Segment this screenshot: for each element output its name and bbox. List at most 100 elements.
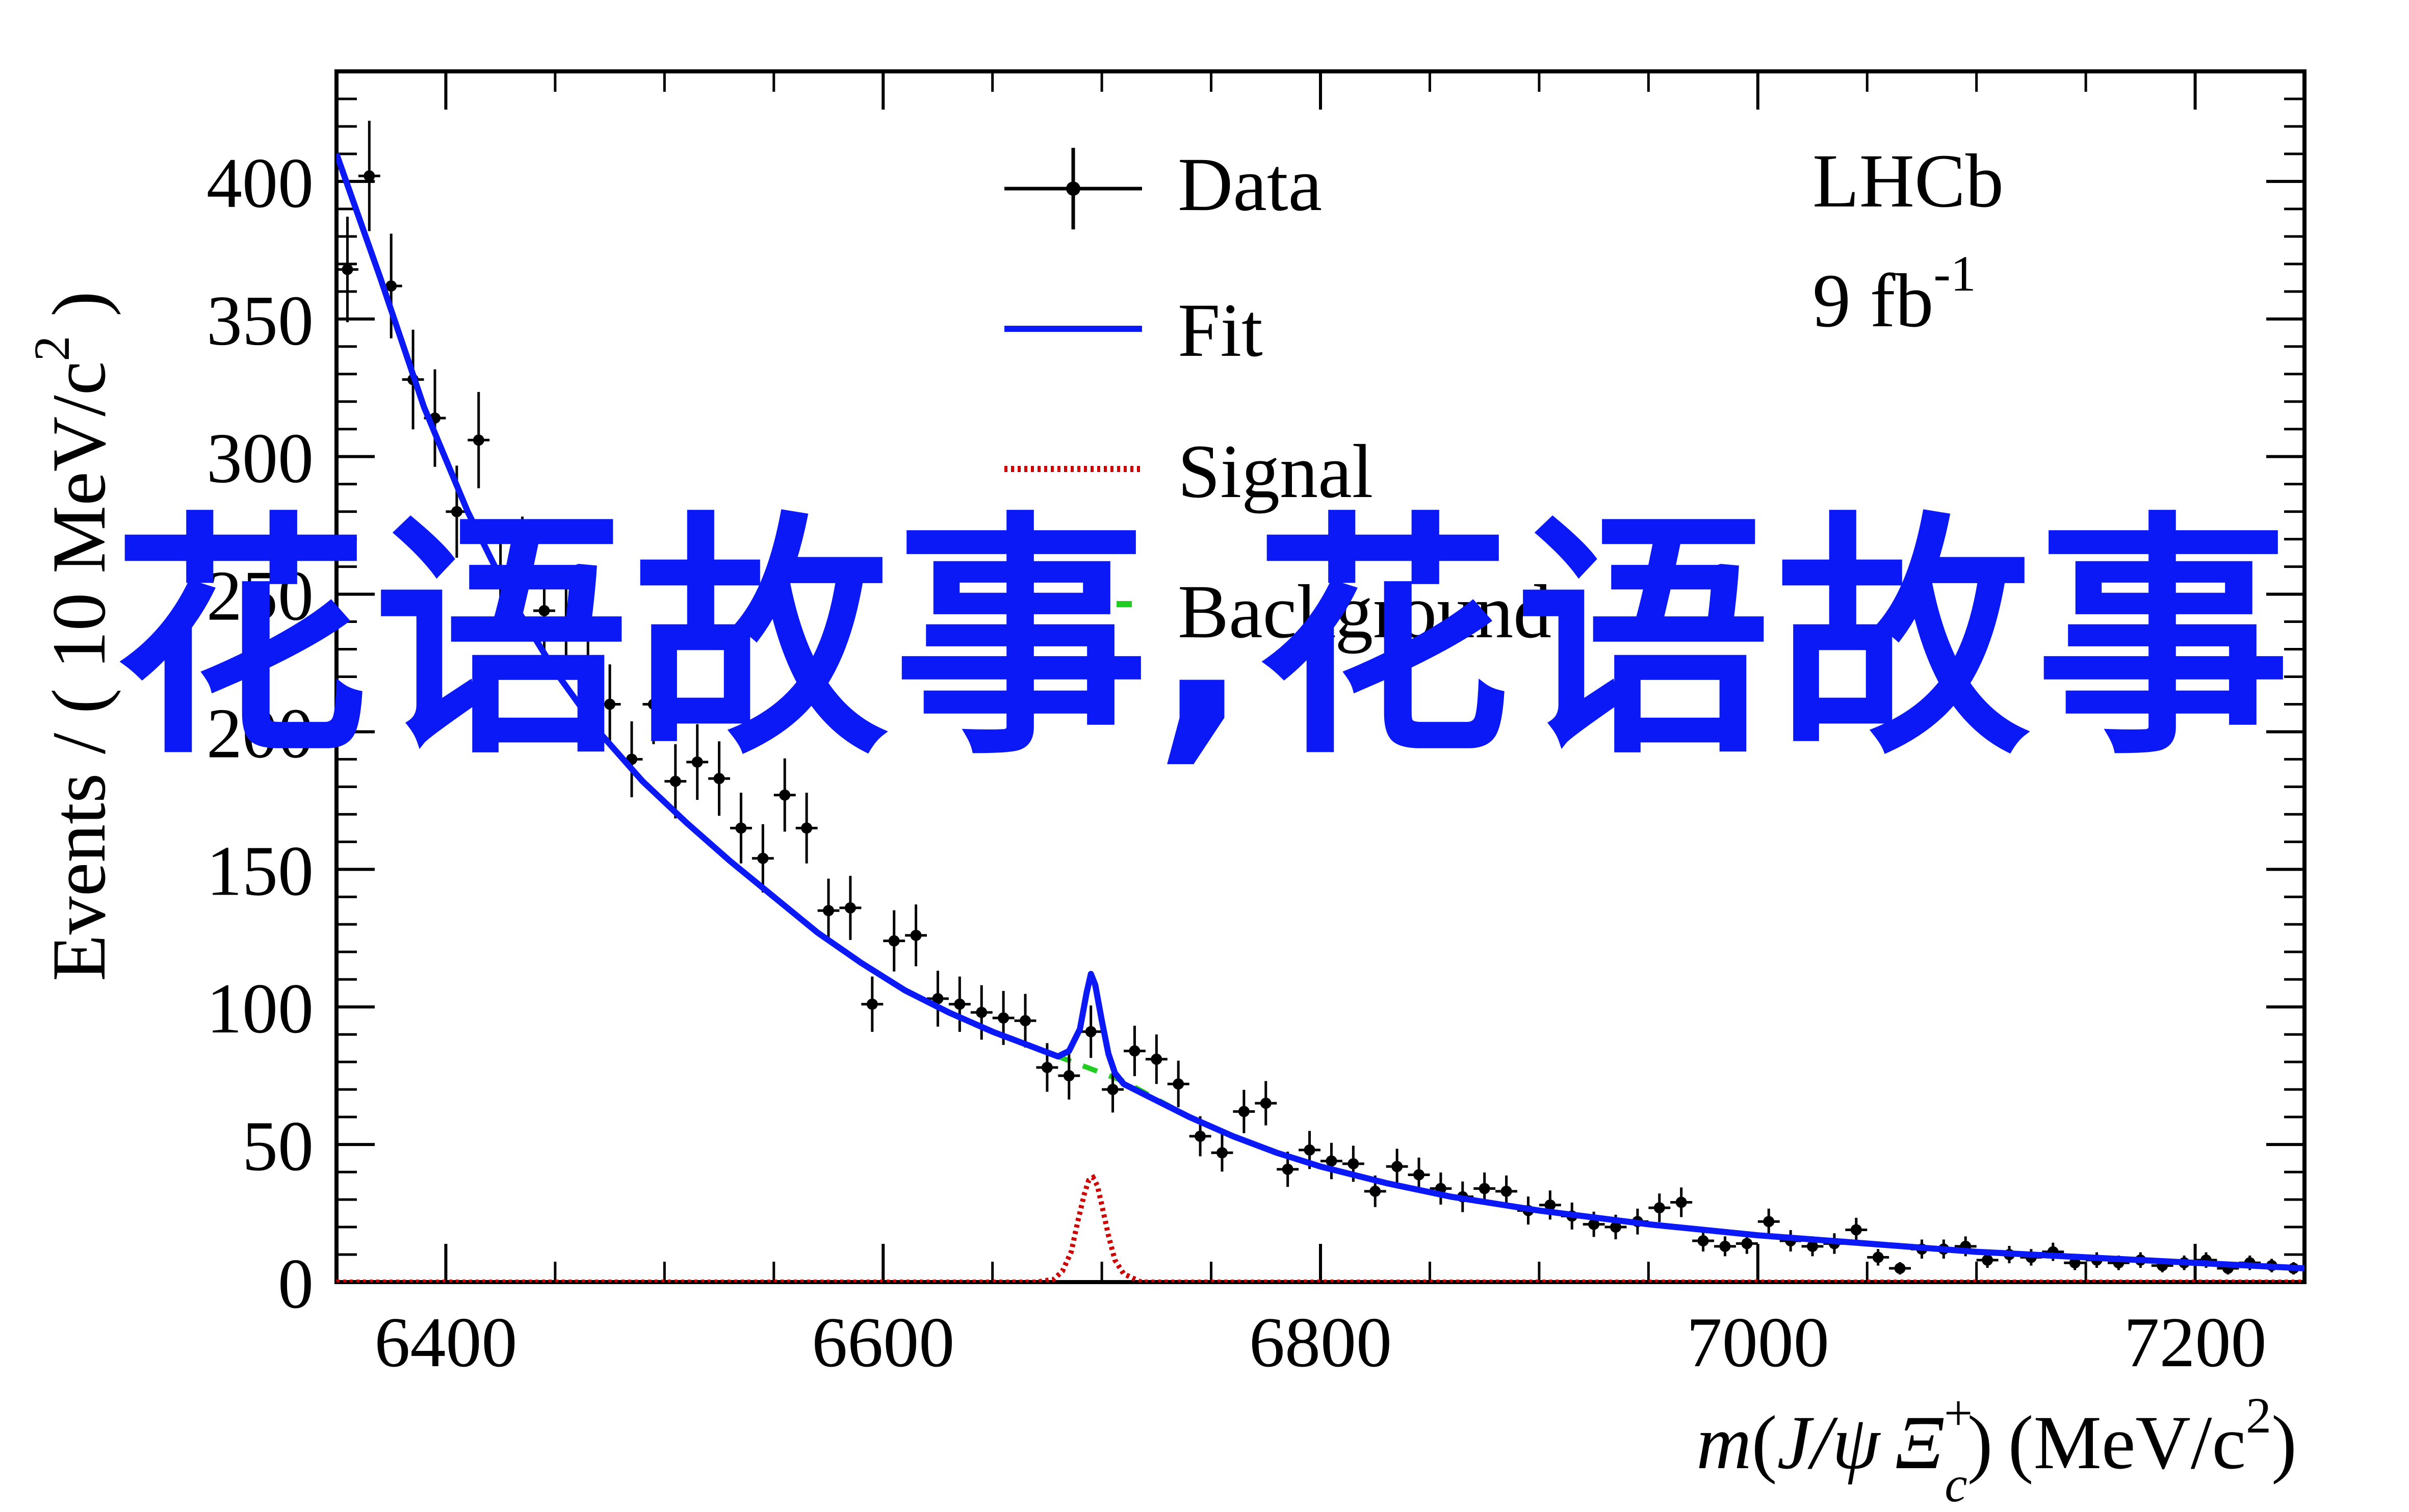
data-marker [342,264,353,275]
data-marker [1216,1147,1228,1159]
data-point [664,744,687,819]
data-point [1080,1005,1102,1058]
watermark-overlay: 花语故事,花语故事 [113,491,2296,788]
x-axis-title-units-sup: 2 [2246,1387,2271,1444]
data-marker [866,998,878,1010]
data-marker [1675,1196,1687,1208]
data-marker [1850,1224,1862,1236]
y-tick-label: 150 [206,831,314,910]
data-marker [1063,1070,1075,1082]
legend-label-fit: Fit [1178,288,1263,373]
x-axis-title-m: m [1696,1400,1751,1485]
data-point [336,217,358,323]
data-marker [1107,1084,1119,1096]
data-marker [735,822,747,834]
y-tick-label: 100 [206,969,314,1048]
data-point [1124,1026,1146,1077]
data-point [970,985,993,1040]
data-marker [1588,1218,1600,1230]
y-axis-title-close: ) [37,291,121,335]
data-point [1255,1081,1277,1126]
data-point [817,878,840,943]
data-point [1889,1262,1911,1275]
data-marker [976,1007,988,1019]
data-point [1233,1089,1255,1133]
data-point [599,664,621,744]
x-axis-title-units-close: ) [2271,1400,2297,1485]
fit-curve [336,152,2304,1271]
data-point [1320,1142,1342,1180]
data-marker [560,624,572,636]
data-marker [1479,1183,1490,1194]
data-marker [1413,1169,1424,1181]
data-marker [1894,1263,1906,1274]
data-point [1648,1193,1671,1222]
data-marker [1173,1078,1184,1090]
legend-data-marker [1066,181,1080,196]
data-marker [1872,1252,1884,1263]
x-tick-label: 6800 [1249,1303,1392,1382]
luminosity-value: 9 fb [1812,258,1933,343]
plot-layer [336,120,2304,1282]
data-point [905,904,927,967]
data-marker [757,852,769,864]
data-marker [1697,1235,1709,1247]
data-point [533,567,555,654]
y-tick-label: 400 [206,144,314,223]
y-tick-label: 50 [242,1107,314,1186]
data-marker [582,657,594,669]
data-marker [516,555,528,567]
data-point [1583,1211,1605,1237]
data-marker [1807,1240,1818,1252]
data-point [1670,1187,1693,1217]
data-marker [932,993,944,1005]
x-axis-title-units: (MeV/c [2008,1400,2246,1485]
data-marker [1326,1155,1337,1167]
data-marker [1260,1098,1272,1109]
data-point [927,971,949,1027]
data-point [577,621,599,705]
data-marker [1195,1130,1206,1142]
data-point [1408,1157,1430,1192]
data-point [708,741,730,816]
data-marker [364,170,375,182]
data-marker [844,902,856,914]
data-marker [888,935,900,947]
data-marker [1129,1045,1141,1057]
data-point [752,824,774,893]
data-point [883,910,905,972]
data-marker [647,698,659,710]
data-marker [1020,1015,1031,1027]
y-axis-title: Events / ( 10 MeV/c2 ) [23,291,121,981]
data-point [358,120,380,231]
data-marker [1610,1221,1621,1233]
data-marker [1719,1240,1731,1252]
data-marker [910,929,922,941]
data-point [1211,1134,1233,1172]
data-marker [779,789,791,801]
data-point [1976,1252,1999,1268]
data-marker [1544,1199,1556,1211]
y-tick-label: 350 [206,281,314,360]
data-point [642,664,665,744]
x-tick-label: 6400 [374,1303,517,1382]
x-axis-title-xi-sub: c [1945,1456,1967,1512]
data-point [1167,1060,1189,1108]
data-marker [998,1012,1009,1024]
data-point [1145,1034,1168,1084]
data-marker [1304,1144,1315,1156]
data-marker [1085,1026,1097,1037]
data-point [511,516,533,606]
data-point [839,875,862,940]
data-marker [691,756,703,768]
data-point [795,793,818,864]
data-marker [538,605,550,616]
experiment-label: LHCb [1812,139,2004,223]
data-marker [1282,1163,1293,1175]
data-marker [713,773,725,785]
data-point [1867,1249,1889,1266]
x-axis-title-jpsi: J/ψ [1777,1400,1881,1485]
legend-label-background: Background [1178,569,1551,654]
luminosity-exponent: -1 [1933,245,1976,302]
data-marker [1369,1185,1381,1197]
